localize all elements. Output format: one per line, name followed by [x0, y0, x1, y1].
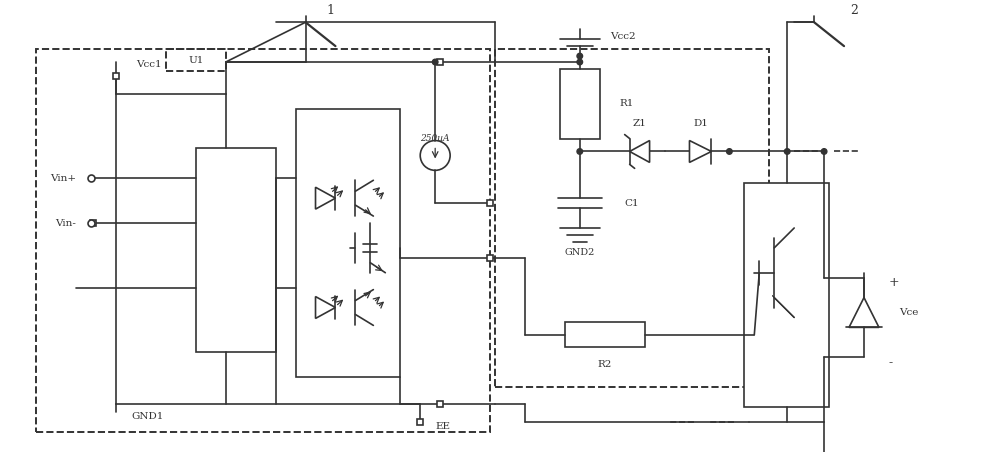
Text: GND2: GND2: [565, 248, 595, 257]
Bar: [166, 49, 226, 71]
Text: GND1: GND1: [131, 412, 163, 421]
Bar: [744, 183, 829, 407]
Bar: [196, 149, 276, 352]
Circle shape: [432, 59, 438, 65]
Bar: [565, 323, 645, 347]
Circle shape: [821, 149, 827, 154]
Circle shape: [420, 140, 450, 170]
Bar: [487, 255, 493, 260]
Bar: [36, 49, 490, 432]
Bar: [113, 73, 119, 79]
Circle shape: [577, 53, 583, 59]
Bar: [437, 401, 443, 407]
Bar: [495, 49, 769, 387]
Bar: [417, 419, 423, 424]
Text: R1: R1: [620, 99, 634, 108]
Text: +: +: [889, 276, 900, 289]
Circle shape: [784, 149, 790, 154]
Bar: [296, 109, 400, 377]
Text: Vin-: Vin-: [55, 218, 76, 227]
Text: 1: 1: [326, 4, 334, 17]
Text: C1: C1: [625, 199, 639, 207]
Bar: [560, 69, 600, 139]
Text: Vce: Vce: [899, 308, 918, 317]
Text: Z1: Z1: [633, 119, 647, 128]
Text: EE: EE: [435, 422, 450, 431]
Bar: [90, 220, 96, 226]
Text: 250uA: 250uA: [420, 134, 450, 143]
Text: U1: U1: [188, 56, 204, 64]
Bar: [487, 200, 493, 206]
Text: Vcc2: Vcc2: [610, 32, 635, 41]
Text: -: -: [889, 356, 893, 369]
Text: 2: 2: [850, 4, 858, 17]
Circle shape: [577, 149, 583, 154]
Bar: [437, 59, 443, 65]
Text: D1: D1: [693, 119, 708, 128]
Text: Vcc1: Vcc1: [136, 59, 162, 68]
Circle shape: [727, 149, 732, 154]
Text: Vin+: Vin+: [50, 174, 76, 183]
Text: R2: R2: [598, 360, 612, 369]
Polygon shape: [772, 295, 794, 318]
Circle shape: [577, 59, 583, 65]
